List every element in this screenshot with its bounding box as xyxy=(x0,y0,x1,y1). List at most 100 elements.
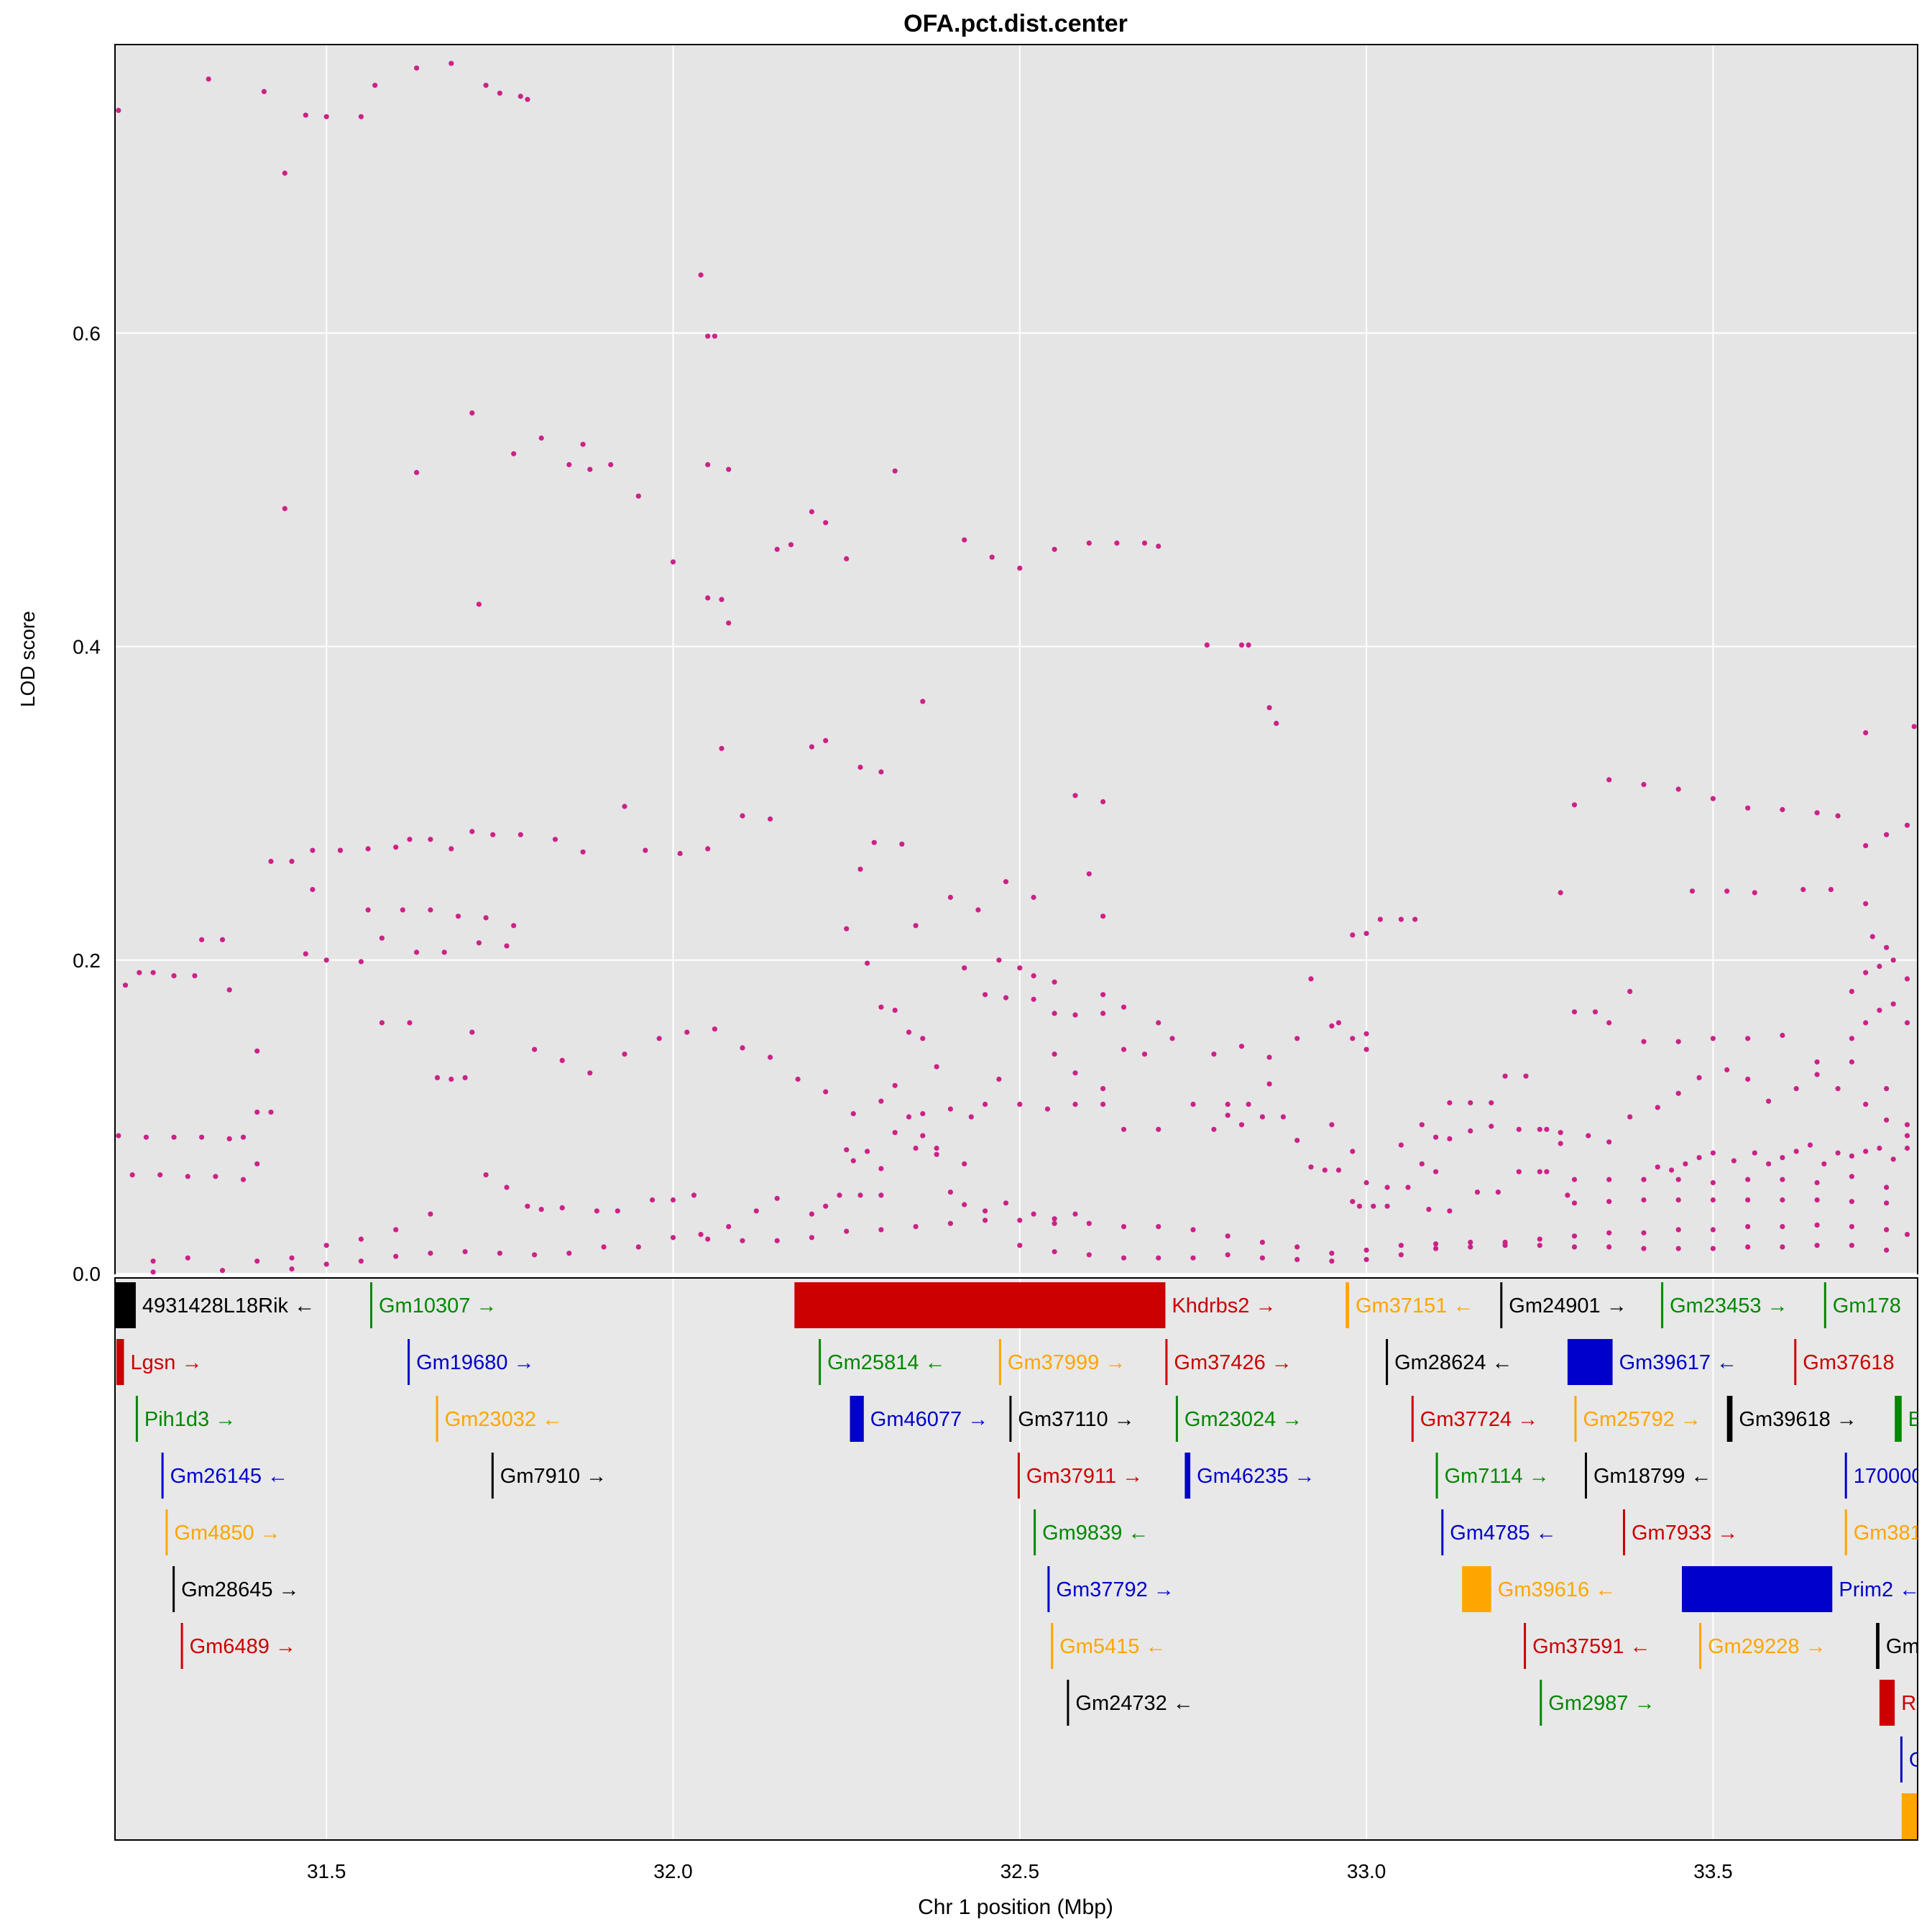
lod-point xyxy=(913,1145,919,1151)
lod-point xyxy=(143,1134,149,1140)
lod-point xyxy=(1675,1090,1681,1096)
lod-point xyxy=(643,847,648,853)
lod-point xyxy=(323,1243,329,1248)
lod-point xyxy=(989,554,995,560)
lod-point xyxy=(1544,1169,1550,1174)
lod-point xyxy=(504,1184,510,1190)
lod-point xyxy=(497,91,503,96)
lod-point xyxy=(1190,1255,1196,1261)
lod-point xyxy=(1807,1142,1813,1148)
lod-point xyxy=(1156,1224,1162,1230)
lod-point xyxy=(892,1082,898,1088)
lod-point xyxy=(1793,1149,1799,1154)
lod-point xyxy=(1405,1184,1411,1190)
gene-label: Prim2 ← xyxy=(1839,1578,1920,1601)
lod-point xyxy=(1884,1086,1890,1092)
lod-point xyxy=(691,1192,697,1198)
lod-point xyxy=(303,951,308,957)
gene-body xyxy=(180,1623,183,1669)
lod-point xyxy=(1246,1101,1251,1107)
lod-point xyxy=(1052,1052,1057,1057)
lod-point xyxy=(892,1008,898,1013)
lod-point xyxy=(268,858,274,864)
lod-point xyxy=(1696,1155,1702,1161)
lod-point xyxy=(129,1172,135,1178)
lod-point xyxy=(1335,1167,1342,1173)
lod-point xyxy=(726,620,732,626)
lod-point xyxy=(622,804,627,809)
lod-point xyxy=(441,949,447,955)
lod-point xyxy=(1689,888,1696,894)
lod-point xyxy=(587,466,593,472)
lod-point xyxy=(1433,1134,1439,1140)
lod-point xyxy=(1800,887,1806,893)
lod-point xyxy=(1100,1101,1106,1107)
lod-point xyxy=(1322,1167,1328,1173)
lod-point xyxy=(372,83,378,88)
lod-point xyxy=(712,334,718,339)
lod-point xyxy=(150,970,156,975)
gene-body xyxy=(1585,1453,1587,1499)
gene-label: Gm5415 ← xyxy=(1059,1635,1166,1658)
lod-point xyxy=(865,1149,870,1154)
lod-point xyxy=(1863,901,1869,906)
lod-point xyxy=(1017,965,1023,971)
lod-point xyxy=(1329,1023,1335,1029)
lod-point xyxy=(1766,1161,1772,1167)
lod-point xyxy=(1877,1145,1882,1151)
lod-point xyxy=(1627,1114,1633,1120)
lod-point xyxy=(1710,1227,1716,1233)
lod-point xyxy=(1835,813,1841,819)
lod-point xyxy=(1780,1197,1785,1203)
gene-label: Gm46235 → xyxy=(1197,1465,1315,1488)
lod-point xyxy=(116,108,121,114)
gene-body xyxy=(1661,1282,1664,1328)
lod-point xyxy=(1141,540,1148,546)
gene-body xyxy=(998,1339,1001,1385)
lod-point xyxy=(1329,1259,1335,1264)
lod-point xyxy=(871,840,877,845)
lod-point xyxy=(1447,1100,1453,1105)
lod-point xyxy=(240,1177,247,1182)
lod-point xyxy=(414,469,420,476)
lod-point xyxy=(1814,1179,1820,1186)
gene-panel-gridlines xyxy=(326,1279,1714,1839)
lod-point xyxy=(1433,1169,1439,1174)
lod-point xyxy=(1606,1244,1612,1250)
lod-point xyxy=(1266,1081,1272,1087)
lod-point xyxy=(1350,932,1356,938)
lod-point xyxy=(1238,1044,1245,1049)
lod-point xyxy=(1606,777,1612,783)
lod-point xyxy=(1433,1241,1439,1247)
gene-label: Gm25792 → xyxy=(1583,1408,1701,1431)
lod-point xyxy=(1849,988,1854,994)
lod-point xyxy=(1780,1032,1785,1039)
lod-point xyxy=(1745,1197,1751,1203)
lod-point xyxy=(947,1220,953,1226)
lod-point xyxy=(1086,540,1092,546)
lod-point xyxy=(774,1195,780,1201)
lod-point xyxy=(1904,1133,1910,1138)
lod-point xyxy=(1100,992,1106,998)
lod-point xyxy=(1675,1039,1681,1044)
gene-label: Gm39618 → xyxy=(1739,1408,1857,1431)
lod-point xyxy=(1294,1138,1300,1144)
lod-point xyxy=(379,935,385,941)
lod-point xyxy=(1246,642,1251,648)
gene-body xyxy=(1067,1680,1070,1726)
lod-point xyxy=(1828,887,1834,893)
lod-point xyxy=(1468,1100,1473,1105)
lod-point xyxy=(1156,1255,1162,1261)
lod-point xyxy=(1814,810,1820,816)
gene-label: B xyxy=(1908,1408,1922,1431)
lod-point xyxy=(1121,1224,1127,1230)
lod-point xyxy=(254,1259,260,1264)
lod-point xyxy=(899,841,905,847)
gene-label: Gm25814 ← xyxy=(827,1351,945,1374)
lod-point xyxy=(448,1076,454,1082)
lod-point xyxy=(1225,1101,1230,1107)
lod-point xyxy=(1398,1142,1404,1148)
lod-point xyxy=(712,1026,718,1032)
lod-point xyxy=(1516,1169,1522,1174)
gene-body xyxy=(1726,1396,1733,1442)
